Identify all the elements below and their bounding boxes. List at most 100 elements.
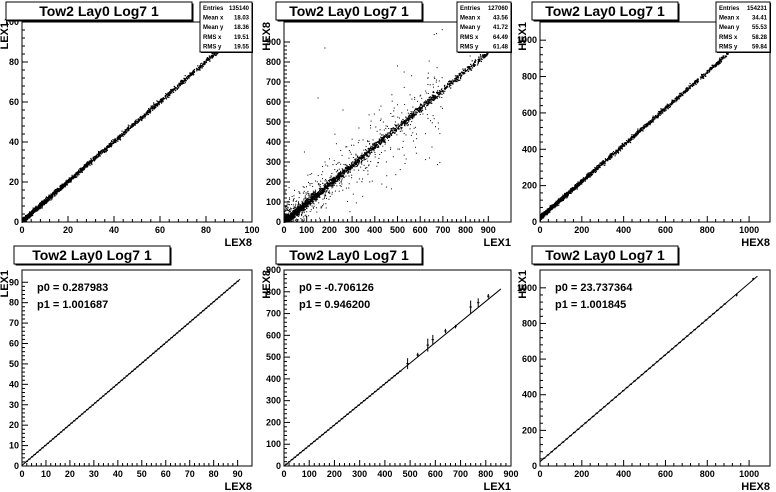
scatter-point — [419, 103, 422, 105]
scatter-point — [313, 205, 315, 207]
scatter-point — [346, 169, 348, 172]
scatter-point — [427, 77, 429, 79]
scatter-point — [56, 190, 59, 193]
scatter-point — [32, 213, 34, 215]
scatter-point — [73, 176, 75, 178]
scatter-point — [72, 177, 75, 179]
scatter-point — [63, 185, 65, 187]
scatter-point — [338, 175, 340, 177]
scatter-point — [114, 140, 117, 142]
scatter-point — [437, 90, 439, 92]
scatter-point — [446, 86, 448, 88]
scatter-point — [303, 198, 305, 200]
scatter-point — [434, 95, 436, 98]
scatter-point — [474, 61, 476, 63]
scatter-point — [420, 108, 423, 110]
scatter-point — [398, 127, 400, 130]
scatter-point — [387, 135, 389, 137]
scatter-point — [408, 114, 410, 116]
scatter-point — [294, 219, 296, 221]
scatter-point — [383, 137, 386, 139]
scatter-point — [433, 94, 435, 96]
scatter-point — [29, 217, 31, 219]
scatter-point — [160, 102, 163, 104]
scatter-point — [339, 185, 341, 187]
scatter-point — [287, 214, 289, 216]
scatter-point — [331, 172, 333, 174]
scatter-point — [141, 117, 143, 119]
scatter-point — [335, 175, 337, 177]
scatter-point — [167, 94, 169, 97]
scatter-point — [350, 165, 352, 167]
scatter-point — [338, 177, 340, 179]
scatter-point — [319, 186, 321, 188]
scatter-point — [213, 52, 215, 54]
scatter-point — [312, 207, 314, 209]
scatter-point — [97, 155, 99, 158]
scatter-point — [57, 190, 59, 192]
scatter-point — [315, 195, 317, 197]
scatter-point — [383, 140, 386, 142]
scatter-point — [421, 106, 423, 109]
scatter-point — [60, 186, 62, 188]
scatter-point — [121, 134, 124, 137]
scatter-point — [54, 192, 56, 194]
scatter-point — [284, 211, 286, 213]
scatter-point — [326, 190, 328, 192]
scatter-point — [352, 157, 354, 159]
scatter-point — [432, 96, 434, 98]
scatter-point — [390, 134, 393, 136]
x-axis-title: LEX8 — [224, 237, 252, 249]
scatter-point — [40, 206, 42, 208]
scatter-point — [321, 187, 323, 190]
scatter-point — [303, 207, 305, 210]
scatter-point — [70, 177, 72, 179]
scatter-point — [296, 206, 299, 208]
scatter-point — [377, 144, 379, 146]
scatter-point — [384, 135, 387, 137]
scatter-point — [325, 197, 327, 199]
scatter-point — [475, 59, 477, 62]
scatter-point — [394, 124, 396, 126]
scatter-point — [289, 204, 291, 206]
scatter-point — [201, 64, 203, 67]
scatter-point — [305, 193, 307, 195]
scatter-point — [412, 132, 414, 134]
scatter-point — [204, 60, 206, 63]
scatter-point — [308, 203, 310, 205]
scatter-point — [439, 93, 441, 95]
scatter-point — [410, 112, 413, 114]
scatter-point — [38, 202, 41, 205]
scatter-point — [459, 72, 461, 75]
scatter-point — [477, 62, 479, 65]
scatter-point — [77, 175, 79, 177]
scatter-point — [350, 166, 352, 168]
scatter-point — [393, 127, 395, 130]
scatter-point — [53, 192, 55, 194]
scatter-point — [181, 79, 184, 82]
stats-label: Entries — [203, 6, 224, 12]
scatter-point — [427, 99, 429, 101]
scatter-point — [303, 219, 305, 221]
scatter-point — [472, 65, 475, 67]
scatter-point — [329, 158, 331, 160]
scatter-point — [171, 88, 173, 91]
scatter-point — [338, 190, 340, 192]
x-tick-label: 300 — [345, 225, 360, 235]
scatter-point — [330, 179, 332, 181]
scatter-point — [312, 201, 314, 203]
scatter-point — [192, 72, 194, 75]
scatter-point — [99, 155, 101, 157]
scatter-point — [99, 151, 101, 153]
scatter-point — [63, 184, 66, 186]
scatter-point — [300, 205, 302, 207]
scatter-point — [358, 157, 360, 159]
scatter-point — [189, 74, 191, 76]
scatter-point — [373, 147, 375, 149]
scatter-point — [318, 196, 320, 198]
scatter-point — [316, 181, 318, 183]
scatter-point — [307, 205, 309, 207]
scatter-point — [51, 193, 53, 195]
scatter-point — [383, 136, 385, 138]
